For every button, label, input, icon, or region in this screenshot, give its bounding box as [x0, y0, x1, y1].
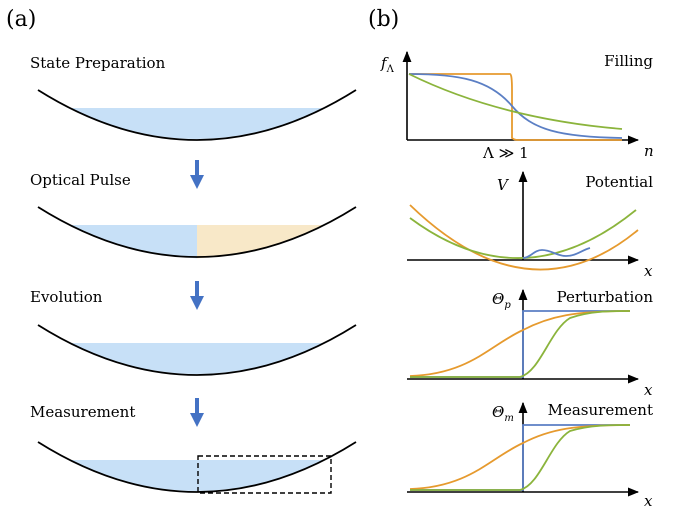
perturbation-curve-green [410, 310, 631, 378]
filling-marker-label: Λ ≫ 1 [482, 144, 529, 162]
measurement-region-box [197, 455, 332, 494]
filling-smooth-curve-blue [408, 73, 623, 139]
measurement-ylabel: Θm [492, 403, 514, 424]
harmonic-trap [37, 441, 357, 493]
trap-fill-left-blue [70, 225, 197, 259]
down-arrow-icon [190, 398, 204, 427]
perturbation-step-curve-blue [410, 310, 630, 378]
measurement-plot: Measurement Θm x [407, 401, 653, 508]
perturbation-curve-orange [409, 310, 631, 377]
potential-ylabel: V [497, 176, 510, 194]
filling-step-curve-orange [409, 73, 622, 141]
panel-a-label: (a) [6, 7, 36, 32]
filling-title: Filling [604, 52, 653, 70]
potential-curve-orange [409, 204, 639, 271]
harmonic-trap [37, 324, 357, 376]
trap-fill-right-beige [197, 225, 324, 259]
measurement-curve-green [410, 424, 631, 491]
panel-b-label: (b) [368, 7, 399, 32]
harmonic-trap [37, 89, 357, 141]
harmonic-trap [37, 206, 357, 258]
measurement-curve-orange [409, 424, 631, 490]
step-label-measurement: Measurement [30, 403, 135, 421]
filling-ylabel: fΛ [380, 54, 395, 75]
down-arrow-icon [190, 281, 204, 310]
step-label-evolution: Evolution [30, 288, 103, 306]
potential-xlabel: x [644, 262, 653, 280]
measurement-xlabel: x [644, 492, 653, 508]
filling-plot: Filling fΛ n Λ ≫ 1 [380, 50, 654, 162]
measurement-step-curve-blue [410, 424, 630, 491]
measurement-title: Measurement [548, 401, 653, 419]
perturbation-ylabel: Θp [492, 290, 511, 311]
down-arrow-icon [190, 160, 204, 189]
potential-title: Potential [585, 173, 653, 191]
step-label-optical-pulse: Optical Pulse [30, 171, 131, 189]
potential-plot: Potential V x [407, 170, 653, 280]
perturbation-plot: Perturbation Θp x [407, 288, 653, 399]
potential-bump-curve-blue [522, 247, 591, 259]
perturbation-title: Perturbation [557, 288, 654, 306]
filling-xlabel: n [644, 142, 654, 160]
filling-broad-curve-green [408, 73, 623, 130]
step-label-state-preparation: State Preparation [30, 54, 166, 72]
perturbation-xlabel: x [644, 381, 653, 399]
